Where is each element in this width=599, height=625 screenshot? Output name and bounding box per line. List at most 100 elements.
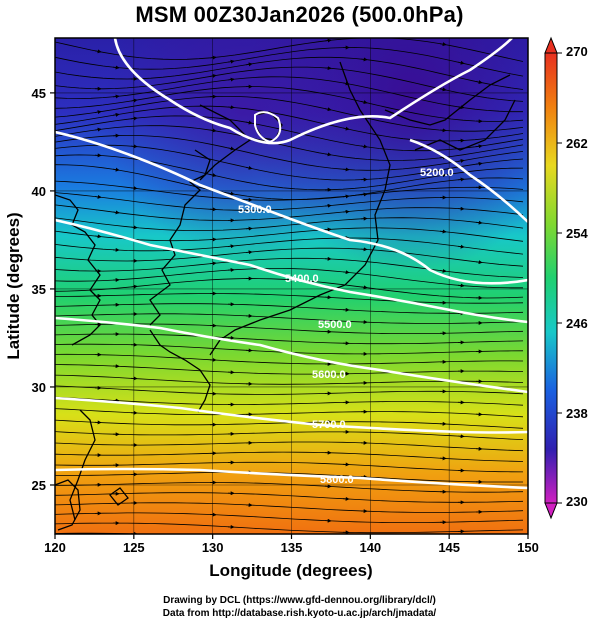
streamline	[55, 396, 524, 406]
x-tick-label: 130	[202, 540, 224, 555]
y-tick-label: 40	[32, 184, 46, 199]
streamline	[55, 364, 524, 375]
y-tick-label: 25	[32, 478, 46, 493]
streamline-arrow	[475, 144, 483, 149]
streamline	[55, 492, 524, 503]
streamline	[55, 268, 523, 289]
streamline-arrow	[227, 105, 235, 110]
colorbar-tick-label: 238	[566, 406, 588, 421]
streamline-arrow	[245, 120, 253, 125]
streamline-arrow	[112, 112, 120, 117]
colorbar-tick-label: 246	[566, 316, 588, 331]
streamline	[55, 105, 524, 142]
x-tick-label: 135	[281, 540, 303, 555]
x-tick-label: 145	[438, 540, 460, 555]
streamline	[55, 333, 524, 345]
height-contours	[55, 38, 528, 490]
streamline-arrow	[475, 260, 483, 265]
streamline	[55, 164, 524, 201]
streamline-arrow	[209, 128, 217, 133]
y-axis-label: Latitude (degrees)	[4, 212, 23, 359]
y-axis: 25 30 35 40 45	[32, 86, 55, 493]
colorbar-tick-label: 270	[566, 44, 588, 59]
colorbar-tick-label: 262	[566, 136, 588, 151]
streamline-arrow	[342, 270, 350, 275]
x-tick-label: 125	[123, 540, 145, 555]
streamline	[55, 76, 523, 113]
x-tick-label: 120	[44, 540, 66, 555]
credits: Drawing by DCL (https://www.gfd-dennou.o…	[0, 594, 599, 620]
streamline-arrow	[94, 49, 102, 54]
streamline-arrow	[457, 60, 465, 65]
streamline	[55, 134, 524, 171]
colorbar-tick-label: 254	[566, 226, 588, 241]
streamline-arrow	[209, 173, 217, 178]
y-tick-label: 45	[32, 86, 46, 101]
streamline-arrow	[475, 220, 483, 225]
x-axis: 120 125 130 135 140 145 150	[44, 534, 539, 555]
streamline-arrow	[360, 144, 368, 149]
streamline-arrow	[245, 62, 253, 67]
y-tick-label: 35	[32, 282, 46, 297]
contour-label-5500: 5500.0	[318, 319, 352, 331]
contour-label-5600: 5600.0	[312, 369, 346, 381]
streamline-arrow	[457, 244, 465, 249]
wind-streamlines	[55, 38, 524, 534]
streamline	[55, 431, 524, 440]
y-tick-label: 30	[32, 380, 46, 395]
streamline-arrow	[94, 110, 102, 115]
streamline-arrow	[475, 161, 483, 166]
streamline-arrow	[457, 158, 465, 163]
streamline	[55, 522, 524, 534]
colorbar-tick-label: 230	[566, 494, 588, 509]
colorbar: 270 262 254 246 238 230	[544, 36, 588, 520]
streamline-arrow	[112, 65, 120, 70]
streamline-arrow	[342, 126, 350, 131]
streamline-arrow	[245, 165, 253, 170]
streamline-arrow	[360, 285, 368, 290]
streamline	[55, 461, 524, 473]
x-tick-label: 150	[517, 540, 539, 555]
streamline-arrow	[227, 244, 235, 249]
streamline-arrow	[324, 107, 332, 112]
streamline	[55, 47, 524, 77]
streamline-arrow	[342, 209, 350, 214]
credit-data: Data from http://database.rish.kyoto-u.a…	[162, 608, 437, 619]
contour-label-5700: 5700.0	[312, 419, 346, 431]
credit-drawing: Drawing by DCL (https://www.gfd-dennou.o…	[163, 595, 436, 606]
streamline-arrow	[245, 250, 253, 255]
streamline-arrow	[342, 167, 350, 172]
x-tick-label: 140	[359, 540, 381, 555]
streamline-arrow	[475, 80, 483, 85]
streamline-arrow	[112, 94, 120, 99]
streamline-arrow	[439, 87, 447, 92]
contour-label-5300: 5300.0	[238, 204, 272, 216]
streamline-arrow	[439, 229, 447, 234]
streamline-arrow	[360, 57, 368, 62]
map-title: MSM 00Z30Jan2026 (500.0hPa)	[135, 2, 464, 27]
x-axis-label: Longitude (degrees)	[209, 561, 372, 580]
streamline-arrow	[439, 42, 447, 47]
streamline-arrow	[94, 234, 102, 239]
streamline-arrow	[360, 192, 368, 197]
streamline-arrow	[457, 283, 465, 288]
streamline	[55, 237, 524, 255]
streamline-arrow	[227, 59, 235, 64]
streamline-arrow	[112, 167, 120, 172]
streamline-arrow	[439, 173, 447, 178]
streamline-arrow	[209, 55, 217, 60]
streamline-arrow	[324, 152, 332, 157]
streamline-arrow	[227, 191, 235, 196]
streamline-arrow	[227, 77, 235, 82]
streamline-arrow	[457, 177, 465, 182]
streamline-arrow	[209, 261, 217, 266]
streamline	[55, 303, 524, 314]
plot-area: 5200.0 5300.0 5400.0 5500.0 5600.0 5700.…	[55, 38, 528, 534]
streamline-arrow	[439, 268, 447, 273]
streamline-arrow	[94, 194, 102, 199]
streamline-arrow	[94, 127, 102, 132]
contour-label-5200: 5200.0	[420, 167, 454, 179]
streamline-arrow	[209, 73, 217, 78]
streamline-arrow	[324, 203, 332, 208]
